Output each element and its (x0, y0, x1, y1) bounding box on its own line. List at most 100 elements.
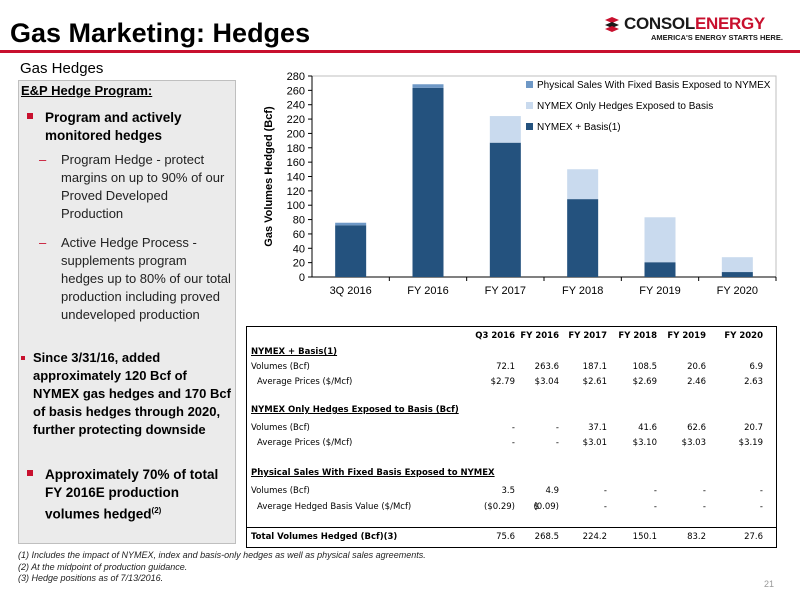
y-tick-label: 180 (287, 143, 305, 155)
dash-icon: – (39, 152, 47, 167)
y-tick-label: 200 (287, 128, 305, 140)
row-label: Volumes (Bcf) (251, 362, 310, 372)
table-section-heading: Physical Sales With Fixed Basis Exposed … (247, 468, 776, 482)
footnotes: (1) Includes the impact of NYMEX, index … (18, 550, 426, 585)
section-physical-sales: Physical Sales With Fixed Basis Exposed … (251, 468, 495, 478)
panel-heading: E&P Hedge Program: (21, 83, 153, 98)
table-row: Volumes (Bcf) 72.1 263.6 187.1 108.5 20.6 6.9 (247, 362, 776, 376)
table-cell: 62.6 (687, 423, 706, 433)
bullet-added-hedges-text: Since 3/31/16, added approximately 120 B… (33, 350, 231, 437)
table-section-heading: NYMEX Only Hedges Exposed to Basis (Bcf) (247, 405, 776, 419)
table-row: Average Prices ($/Mcf) - - $3.01 $3.10 $3.03… (247, 438, 776, 452)
table-cell: - (759, 486, 763, 496)
table-cell: - (555, 423, 559, 433)
x-tick-label: FY 2019 (639, 285, 680, 297)
sub-bullet-text: Program Hedge - protect margins on up to… (61, 152, 225, 221)
table-cell: 4.9 (545, 486, 559, 496)
y-tick-label: 0 (299, 272, 305, 284)
legend-entry: NYMEX + Basis(1) (537, 122, 621, 133)
table-cell: - (702, 502, 706, 512)
y-tick-label: 100 (287, 200, 305, 212)
y-tick-label: 120 (287, 186, 305, 198)
y-tick-label: 140 (287, 172, 305, 184)
bullet-square-icon (21, 356, 25, 360)
table-cell: 6.9 (749, 362, 763, 372)
sub-bullet-text: Active Hedge Process - supplements progr… (61, 235, 231, 322)
logo-mark-icon (605, 17, 619, 32)
company-logo: CONSOLENERGY AMERICA'S ENERGY STARTS HER… (603, 14, 793, 46)
page-title: Gas Marketing: Hedges (10, 18, 311, 48)
y-tick-label: 40 (293, 243, 305, 255)
y-tick-label: 20 (293, 258, 305, 270)
x-tick-label: FY 2017 (485, 285, 526, 297)
section-nymex-basis: NYMEX + Basis(1) (251, 347, 338, 357)
sub-bullet-program-hedge: – Program Hedge - protect margins on up … (31, 151, 231, 223)
x-tick-label: FY 2020 (717, 285, 758, 297)
table-cell: (0.09) (533, 502, 559, 512)
table-cell: - (511, 438, 515, 448)
table-cell: - (511, 423, 515, 433)
table-cell: 108.5 (632, 362, 657, 372)
bullet-square-icon (27, 113, 33, 119)
y-tick-label: 240 (287, 100, 305, 112)
table-cell: $3.04 (534, 377, 559, 387)
bar-physical-sales (335, 222, 367, 226)
table-cell: $3.03 (681, 438, 706, 448)
bar-nymex-only (489, 116, 521, 143)
table-cell: 263.6 (534, 362, 559, 372)
bar-nymex-only (644, 217, 676, 263)
row-label: Average Prices ($/Mcf) (257, 438, 353, 448)
y-tick-label: 280 (287, 71, 305, 83)
bar-nymex-only (567, 169, 599, 200)
bar-nymex-only (721, 257, 753, 273)
table-header-row: Q3 2016 FY 2016 FY 2017 FY 2018 FY 2019 FY 20… (247, 331, 776, 345)
bar-nymex-basis (721, 272, 753, 277)
page-number: 21 (764, 579, 775, 589)
legend-swatch (526, 81, 533, 88)
table-cell: - (653, 486, 657, 496)
bar-physical-sales (412, 84, 444, 88)
table-cell: 150.1 (632, 532, 657, 542)
table-cell: 187.1 (582, 362, 607, 372)
bullet-square-icon (27, 470, 33, 476)
table-cell: - (702, 486, 706, 496)
bullet-program: Program and actively monitored hedges (25, 109, 230, 145)
footnote-2: (2) At the midpoint of production guidan… (18, 561, 188, 572)
section-nymex-only: NYMEX Only Hedges Exposed to Basis (Bcf) (251, 405, 459, 415)
table-row: Volumes (Bcf) - - 37.1 41.6 62.6 20.7 (247, 423, 776, 437)
x-tick-label: 3Q 2016 (330, 285, 372, 297)
y-axis-label: Gas Volumes Hedged (Bcf) (263, 106, 275, 247)
table-cell: 20.6 (687, 362, 706, 372)
logo-tagline: AMERICA'S ENERGY STARTS HERE. (651, 33, 783, 42)
table-cell: FY 2016 (520, 331, 559, 341)
table-cell: Q3 2016 (475, 331, 515, 341)
bar-nymex-basis (567, 199, 599, 277)
footnote-marker: (2) (151, 506, 162, 515)
table-cell: FY 2018 (618, 331, 657, 341)
table-cell: $2.69 (632, 377, 657, 387)
bar-nymex-basis (489, 142, 521, 277)
table-cell: - (603, 486, 607, 496)
table-cell: 41.6 (638, 423, 657, 433)
table-cell: 75.6 (496, 532, 515, 542)
hedge-volume-chart: 0 20 40 60 80 100 120 140 160 180 200 220 240 260 280 G… (263, 71, 777, 297)
bullet-program-text: Program and actively monitored hedges (45, 110, 182, 143)
table-cell: $3.01 (582, 438, 607, 448)
table-cell: 27.6 (744, 532, 763, 542)
table-cell: FY 2019 (667, 331, 706, 341)
table-cell: 83.2 (687, 532, 706, 542)
legend-entry: NYMEX Only Hedges Exposed to Basis (537, 101, 713, 112)
title-rule (0, 50, 800, 53)
table-cell: FY 2020 (724, 331, 763, 341)
table-cell: $2.79 (490, 377, 515, 387)
table-cell: $3.19 (738, 438, 763, 448)
table-cell: 3.5 (501, 486, 515, 496)
table-cell: - (653, 502, 657, 512)
bullet-percent-hedged: Approximately 70% of total FY 2016E prod… (25, 466, 230, 524)
table-total-row: Total Volumes Hedged (Bcf)(3) 75.6 268.5 2… (247, 532, 776, 546)
footnote-1: (1) Includes the impact of NYMEX, index … (18, 550, 426, 560)
table-cell: 224.2 (582, 532, 607, 542)
table-cell: - (603, 502, 607, 512)
table-cell: 37.1 (588, 423, 607, 433)
table-cell: 268.5 (534, 532, 559, 542)
